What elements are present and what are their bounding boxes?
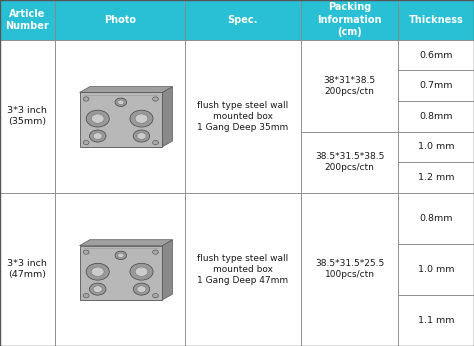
Text: 38*31*38.5
200pcs/ctn: 38*31*38.5 200pcs/ctn [324,76,375,96]
Polygon shape [80,240,173,246]
Bar [0,0,55,40]
Bar [398,132,474,162]
Bar [398,193,474,244]
Polygon shape [162,86,173,147]
Circle shape [118,253,124,258]
Bar [301,132,398,193]
Circle shape [153,250,158,254]
Circle shape [135,114,148,123]
Bar [398,295,474,346]
Bar [55,0,185,40]
Circle shape [133,130,150,142]
Circle shape [153,140,158,145]
Text: 0.8mm: 0.8mm [419,112,453,121]
Bar [185,0,301,40]
Text: 0.6mm: 0.6mm [419,51,453,60]
Text: 0.8mm: 0.8mm [419,214,453,223]
Bar [55,193,185,346]
Circle shape [118,100,124,104]
Bar [398,162,474,193]
Circle shape [115,98,127,107]
Circle shape [91,267,104,276]
Circle shape [115,251,127,260]
Polygon shape [162,240,173,300]
Circle shape [153,293,158,298]
Circle shape [83,97,89,101]
Bar [398,40,474,71]
Text: flush type steel wall
mounted box
1 Gang Deep 47mm: flush type steel wall mounted box 1 Gang… [197,254,289,285]
Bar [185,40,301,193]
Text: 3*3 inch
(47mm): 3*3 inch (47mm) [7,260,47,280]
Text: 1.1 mm: 1.1 mm [418,316,455,325]
Bar [55,40,185,193]
Bar [80,246,162,300]
Text: 0.7mm: 0.7mm [419,81,453,90]
Text: flush type steel wall
mounted box
1 Gang Deep 35mm: flush type steel wall mounted box 1 Gang… [197,101,289,132]
Bar [301,40,398,132]
Bar [0,193,55,346]
Bar [398,101,474,132]
Text: 1.0 mm: 1.0 mm [418,265,455,274]
Circle shape [86,110,109,127]
Circle shape [135,267,148,276]
Text: 38.5*31.5*38.5
200pcs/ctn: 38.5*31.5*38.5 200pcs/ctn [315,152,384,172]
Bar [301,193,398,346]
Polygon shape [80,86,173,92]
Circle shape [86,263,109,280]
Circle shape [93,133,102,139]
Circle shape [91,114,104,123]
Circle shape [153,97,158,101]
Text: Photo: Photo [104,15,136,25]
Bar [398,71,474,101]
Bar [398,244,474,295]
Bar [0,40,55,193]
Text: 1.0 mm: 1.0 mm [418,143,455,152]
Circle shape [130,263,153,280]
Circle shape [83,250,89,254]
Text: 3*3 inch
(35mm): 3*3 inch (35mm) [7,106,47,126]
Circle shape [137,286,146,292]
Bar [185,193,301,346]
Text: Packing
Information
(cm): Packing Information (cm) [317,2,382,37]
Bar [80,92,162,147]
Text: Article
Number: Article Number [5,9,49,31]
Circle shape [93,286,102,292]
Circle shape [90,283,106,295]
Bar [301,0,398,40]
Circle shape [137,133,146,139]
Circle shape [90,130,106,142]
Circle shape [130,110,153,127]
Circle shape [133,283,150,295]
Text: 1.2 mm: 1.2 mm [418,173,455,182]
Circle shape [83,293,89,298]
Text: Spec.: Spec. [228,15,258,25]
Circle shape [83,140,89,145]
Text: 38.5*31.5*25.5
100pcs/ctn: 38.5*31.5*25.5 100pcs/ctn [315,260,384,280]
Bar [398,0,474,40]
Text: Thickness: Thickness [409,15,464,25]
